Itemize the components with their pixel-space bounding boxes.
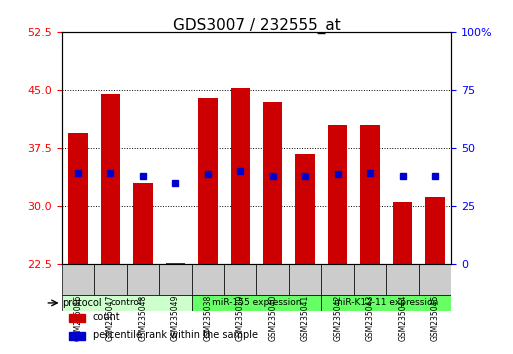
FancyBboxPatch shape xyxy=(62,295,191,311)
FancyBboxPatch shape xyxy=(127,264,159,295)
Bar xyxy=(69,314,85,322)
Bar xyxy=(361,125,380,264)
Bar xyxy=(101,94,120,264)
Bar xyxy=(198,98,218,264)
FancyBboxPatch shape xyxy=(159,264,191,295)
Text: GSM235048: GSM235048 xyxy=(139,295,147,341)
Text: miR-K12-11 expression: miR-K12-11 expression xyxy=(334,298,439,307)
Text: GSM235043: GSM235043 xyxy=(366,295,374,341)
Text: GSM235044: GSM235044 xyxy=(398,295,407,341)
Text: GSM235049: GSM235049 xyxy=(171,295,180,341)
Text: percentile rank within the sample: percentile rank within the sample xyxy=(93,330,258,340)
FancyBboxPatch shape xyxy=(224,264,256,295)
Text: protocol: protocol xyxy=(62,298,102,308)
FancyBboxPatch shape xyxy=(62,264,94,295)
Text: GSM235045: GSM235045 xyxy=(431,295,440,341)
FancyBboxPatch shape xyxy=(322,264,354,295)
Text: miR-155 expression: miR-155 expression xyxy=(212,298,301,307)
Text: GSM235042: GSM235042 xyxy=(333,295,342,341)
Text: GSM235047: GSM235047 xyxy=(106,295,115,341)
FancyBboxPatch shape xyxy=(94,264,127,295)
Text: GSM235039: GSM235039 xyxy=(236,295,245,341)
Text: GSM235040: GSM235040 xyxy=(268,295,277,341)
Bar xyxy=(328,125,347,264)
Text: GSM235046: GSM235046 xyxy=(73,295,82,341)
Bar xyxy=(230,88,250,264)
Bar xyxy=(68,133,88,264)
Text: control: control xyxy=(111,298,142,307)
Bar xyxy=(69,332,85,340)
FancyBboxPatch shape xyxy=(191,264,224,295)
Text: GDS3007 / 232555_at: GDS3007 / 232555_at xyxy=(173,18,340,34)
FancyBboxPatch shape xyxy=(419,264,451,295)
Text: GSM235041: GSM235041 xyxy=(301,295,310,341)
Bar xyxy=(425,197,445,264)
Text: GSM235038: GSM235038 xyxy=(203,295,212,341)
FancyBboxPatch shape xyxy=(386,264,419,295)
FancyBboxPatch shape xyxy=(322,295,451,311)
FancyBboxPatch shape xyxy=(256,264,289,295)
Bar xyxy=(166,263,185,264)
Text: count: count xyxy=(93,312,121,322)
FancyBboxPatch shape xyxy=(289,264,322,295)
Bar xyxy=(263,102,283,264)
Bar xyxy=(133,183,152,264)
FancyBboxPatch shape xyxy=(191,295,322,311)
Bar xyxy=(295,154,315,264)
Bar xyxy=(393,202,412,264)
FancyBboxPatch shape xyxy=(354,264,386,295)
